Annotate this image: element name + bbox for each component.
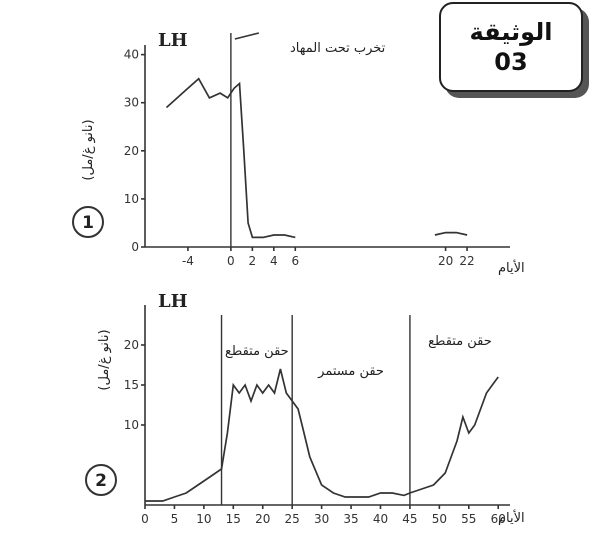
- panel2-x-tick-label: 50: [432, 512, 447, 526]
- panel1-y-tick-label: 20: [124, 144, 139, 158]
- panel1-annotation: تخرب تحت المهاد: [290, 41, 386, 56]
- panel2-region-label: حقن متقطع: [225, 344, 289, 359]
- document-title: الوثيقة: [469, 18, 553, 46]
- panel2-region-label: حقن مستمر: [317, 364, 384, 379]
- panel1-y-tick-label: 0: [131, 240, 139, 254]
- panel1-x-tick-label: 4: [270, 254, 278, 268]
- panel2-x-tick-label: 15: [226, 512, 241, 526]
- panel1-x-tick-label: 0: [227, 254, 235, 268]
- panel2-series-line-1: [145, 368, 499, 502]
- panel1-x-tick-label: 2: [249, 254, 257, 268]
- panel1-x-tick-label: 22: [459, 254, 474, 268]
- panel2-xlabel: الأيام: [498, 509, 525, 526]
- panel2-y-tick-label: 10: [124, 418, 139, 432]
- panel2-x-tick-label: 0: [141, 512, 149, 526]
- document-label: الوثيقة 03: [439, 2, 583, 92]
- panel2-y-tick-label: 15: [124, 378, 139, 392]
- panel1-number-circle: [72, 206, 104, 238]
- panel1-x-tick-label: -4: [182, 254, 194, 268]
- panel1-series-line-2: [434, 231, 468, 236]
- panel1-ylabel: (نانو غ/مل): [81, 119, 96, 180]
- panel2-number: 2: [95, 471, 107, 491]
- panel1-annotation-arrow: [234, 32, 260, 40]
- panel2-x-tick-label: 10: [196, 512, 211, 526]
- panel1-x-tick-label: 20: [438, 254, 453, 268]
- panel1-number: 1: [82, 213, 94, 233]
- panel2-x-tick-label: 35: [343, 512, 358, 526]
- panel2-y-tick-label: 20: [124, 338, 139, 352]
- panel2-x-tick-label: 20: [255, 512, 270, 526]
- panel2-x-tick-label: 40: [373, 512, 388, 526]
- panel2-x-tick-label: 45: [402, 512, 417, 526]
- panel2-x-tick-label: 25: [285, 512, 300, 526]
- panel1-xlabel: الأيام: [498, 259, 525, 276]
- panel2-ylabel: (نانو غ/مل): [97, 329, 112, 390]
- panel2-number-circle: [85, 464, 117, 496]
- panel2-x-tick-label: 60: [491, 512, 506, 526]
- panel2-x-tick-label: 30: [314, 512, 329, 526]
- panel2-title: LH: [158, 291, 188, 312]
- panel2-x-tick-label: 5: [171, 512, 179, 526]
- panel1-y-tick-label: 40: [124, 48, 139, 62]
- panel1-x-tick-label: 6: [291, 254, 299, 268]
- document-number: 03: [494, 48, 528, 76]
- panel1-series-line-1: [165, 77, 296, 239]
- panel1-y-tick-label: 30: [124, 96, 139, 110]
- panel2-chart: 10 15 20 0 5 10 15 20 25 30 35 40 45 50 55 60 حقن متقطع ح…: [124, 305, 510, 526]
- panel1-y-tick-label: 10: [124, 192, 139, 206]
- panel2-region-label: حقن متقطع: [428, 334, 492, 349]
- panel2-x-tick-label: 55: [461, 512, 476, 526]
- panel1-title: LH: [158, 30, 188, 51]
